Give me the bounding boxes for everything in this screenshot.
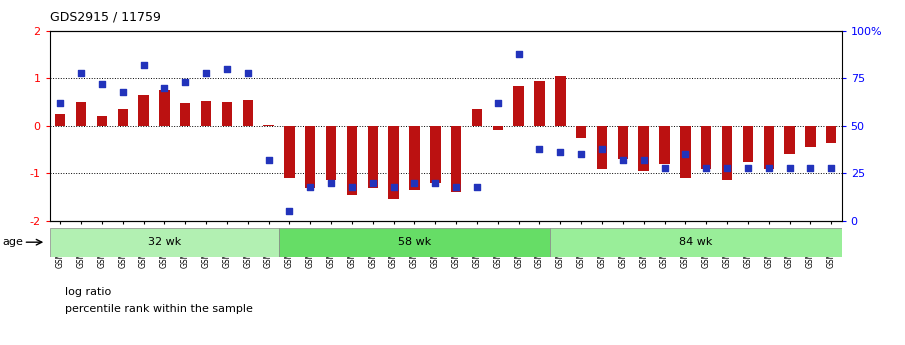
Point [241, 70, 255, 76]
Bar [550, 228, 842, 257]
Point [553, 150, 567, 155]
Point [615, 157, 630, 163]
Text: 84 wk: 84 wk [679, 237, 712, 247]
Point [74, 70, 89, 76]
Bar [660, 126, 670, 164]
Point [595, 146, 609, 151]
Point [324, 180, 338, 186]
Bar [451, 126, 462, 193]
Bar [284, 126, 295, 178]
Bar [513, 86, 524, 126]
Point [470, 184, 484, 189]
Bar [263, 125, 274, 126]
Point [282, 208, 297, 214]
Bar [430, 126, 441, 183]
Bar [201, 101, 211, 126]
Point [386, 184, 401, 189]
Point [824, 165, 838, 170]
Point [636, 157, 651, 163]
Bar [617, 126, 628, 159]
Bar [159, 90, 169, 126]
Bar [138, 95, 148, 126]
Bar [722, 126, 732, 180]
Bar [50, 228, 279, 257]
Bar [347, 126, 357, 195]
Bar [243, 100, 253, 126]
Point [740, 165, 755, 170]
Text: 58 wk: 58 wk [398, 237, 431, 247]
Bar [472, 109, 482, 126]
Bar [326, 126, 337, 180]
Bar [743, 126, 753, 161]
Point [366, 180, 380, 186]
Bar [534, 81, 545, 126]
Bar [305, 126, 316, 188]
Bar [701, 126, 711, 169]
Point [491, 100, 505, 106]
Point [157, 85, 172, 91]
Bar [118, 109, 128, 126]
Point [657, 165, 672, 170]
Point [199, 70, 214, 76]
Bar [764, 126, 774, 169]
Text: percentile rank within the sample: percentile rank within the sample [65, 304, 253, 314]
Bar [97, 117, 107, 126]
Bar [180, 103, 190, 126]
Point [803, 165, 817, 170]
Bar [492, 126, 503, 130]
Point [699, 165, 713, 170]
Point [761, 165, 776, 170]
Bar [279, 228, 550, 257]
Bar [555, 76, 566, 126]
Point [428, 180, 443, 186]
Bar [805, 126, 815, 147]
Point [719, 165, 734, 170]
Point [511, 51, 526, 57]
Point [782, 165, 796, 170]
Bar [596, 126, 607, 169]
Bar [76, 102, 86, 126]
Bar [388, 126, 399, 199]
Point [449, 184, 463, 189]
Text: log ratio: log ratio [65, 287, 111, 296]
Text: GDS2915 / 11759: GDS2915 / 11759 [50, 10, 161, 23]
Text: age: age [3, 237, 24, 247]
Bar [638, 126, 649, 171]
Point [303, 184, 318, 189]
Bar [681, 126, 691, 178]
Bar [222, 102, 232, 126]
Bar [55, 114, 65, 126]
Point [678, 152, 692, 157]
Bar [785, 126, 795, 155]
Bar [826, 126, 836, 142]
Point [532, 146, 547, 151]
Point [116, 89, 130, 95]
Point [574, 152, 588, 157]
Point [53, 100, 68, 106]
Point [95, 81, 110, 87]
Point [345, 184, 359, 189]
Point [137, 62, 151, 68]
Point [178, 80, 193, 85]
Bar [576, 126, 586, 138]
Bar [367, 126, 378, 188]
Point [220, 66, 234, 72]
Point [407, 180, 422, 186]
Bar [409, 126, 420, 190]
Point [262, 157, 276, 163]
Text: 32 wk: 32 wk [148, 237, 181, 247]
